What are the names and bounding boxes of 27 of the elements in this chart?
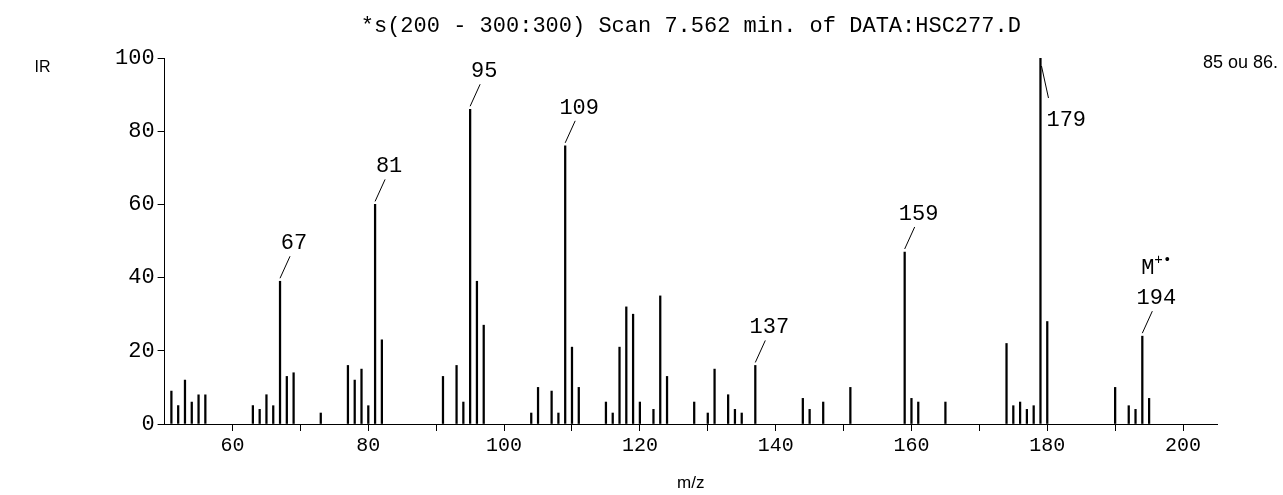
y-tick-label: 80 bbox=[128, 119, 155, 145]
y-tick-label: 60 bbox=[128, 192, 155, 218]
y-axis-title: IR bbox=[34, 58, 51, 75]
annotation: 81 bbox=[375, 154, 403, 180]
x-tick-label: 140 bbox=[757, 434, 794, 458]
x-axis-title: m/z bbox=[677, 473, 705, 492]
x-tick-label: 160 bbox=[893, 434, 930, 458]
annotation: 137 bbox=[749, 315, 790, 341]
y-tick-label: 0 bbox=[141, 411, 155, 437]
annotation: 159 bbox=[898, 201, 939, 227]
annotation: 85 ou 86. bbox=[1202, 52, 1279, 72]
y-tick-label: 100 bbox=[115, 45, 155, 71]
x-tick-label: 80 bbox=[356, 434, 381, 458]
x-tick-label: 100 bbox=[486, 434, 523, 458]
x-tick-label: 200 bbox=[1165, 434, 1202, 458]
x-tick-label: 180 bbox=[1029, 434, 1066, 458]
x-tick-label: 60 bbox=[220, 434, 245, 458]
annotation: 179 bbox=[1046, 108, 1087, 133]
x-tick-label: 120 bbox=[621, 434, 658, 458]
annotation: 67 bbox=[280, 231, 308, 257]
annotation: 95 bbox=[470, 59, 498, 85]
annotation: 109 bbox=[559, 95, 599, 121]
annotation: M+• bbox=[1141, 252, 1172, 282]
annotation: 194 bbox=[1136, 286, 1177, 312]
y-tick-label: 40 bbox=[128, 265, 155, 291]
chart-title: *s(200 - 300:300) Scan 7.562 min. of DATA:HSC277.D bbox=[360, 14, 1021, 39]
y-tick-label: 20 bbox=[128, 338, 155, 364]
